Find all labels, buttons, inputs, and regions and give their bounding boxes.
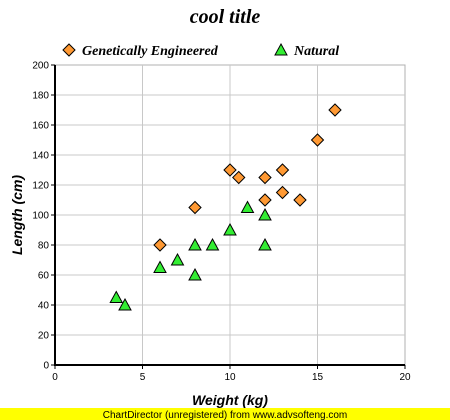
y-tick-label: 60 [38,271,50,282]
genetically-engineered-point [188,200,202,215]
genetically-engineered-point [310,133,325,147]
genetically-engineered-point [275,163,290,177]
y-tick-label: 100 [32,211,49,222]
legend-label-genetically-engineered: Genetically Engineered [82,44,219,59]
x-tick-label: 0 [52,372,58,383]
gridlines [55,65,405,365]
y-tick-label: 40 [38,301,50,312]
y-tick-label: 200 [32,61,49,72]
x-tick-label: 15 [312,372,324,383]
genetically-engineered-point [275,185,290,200]
legend-marker-genetically-engineered [62,43,76,57]
y-tick-label: 120 [32,181,49,192]
footer-text[interactable]: ChartDirector (unregistered) from www.ad… [103,410,348,420]
y-tick-label: 180 [32,91,49,102]
natural-point [118,297,132,311]
natural-point [188,237,202,251]
y-tick-label: 0 [43,361,49,372]
x-tick-label: 5 [140,372,146,383]
natural-point [258,237,272,251]
legend-marker-natural [274,42,288,56]
genetically-engineered-point [232,170,246,185]
natural-point [109,290,124,303]
genetically-engineered-point [153,238,167,252]
natural-point [205,237,220,251]
y-tick-label: 80 [38,241,50,252]
natural-point [188,267,202,281]
natural-point [258,207,272,221]
x-axis-ticks: 0 5 10 15 20 [52,365,411,383]
natural-point [240,200,255,213]
y-tick-label: 20 [38,331,50,342]
y-tick-label: 140 [32,151,49,162]
data-points [109,103,342,311]
natural-point [170,252,185,266]
y-axis-ticks: 0 20 40 60 80 100 120 140 160 180 200 [32,61,55,372]
legend-label-natural: Natural [293,44,339,59]
natural-point [223,222,237,236]
genetically-engineered-point [293,193,307,207]
x-axis-label: Weight (kg) [192,392,268,408]
genetically-engineered-point [223,163,237,177]
genetically-engineered-point [258,193,272,207]
x-tick-label: 20 [399,372,411,383]
genetically-engineered-point [328,103,342,117]
legend: Genetically Engineered Natural [62,42,339,59]
x-tick-label: 10 [224,372,236,383]
genetically-engineered-point [258,170,272,185]
chart-title: cool title [190,6,261,28]
y-tick-label: 160 [32,121,49,132]
natural-point [153,260,167,273]
y-axis-label: Length (cm) [9,175,25,255]
footer-banner [0,408,450,420]
